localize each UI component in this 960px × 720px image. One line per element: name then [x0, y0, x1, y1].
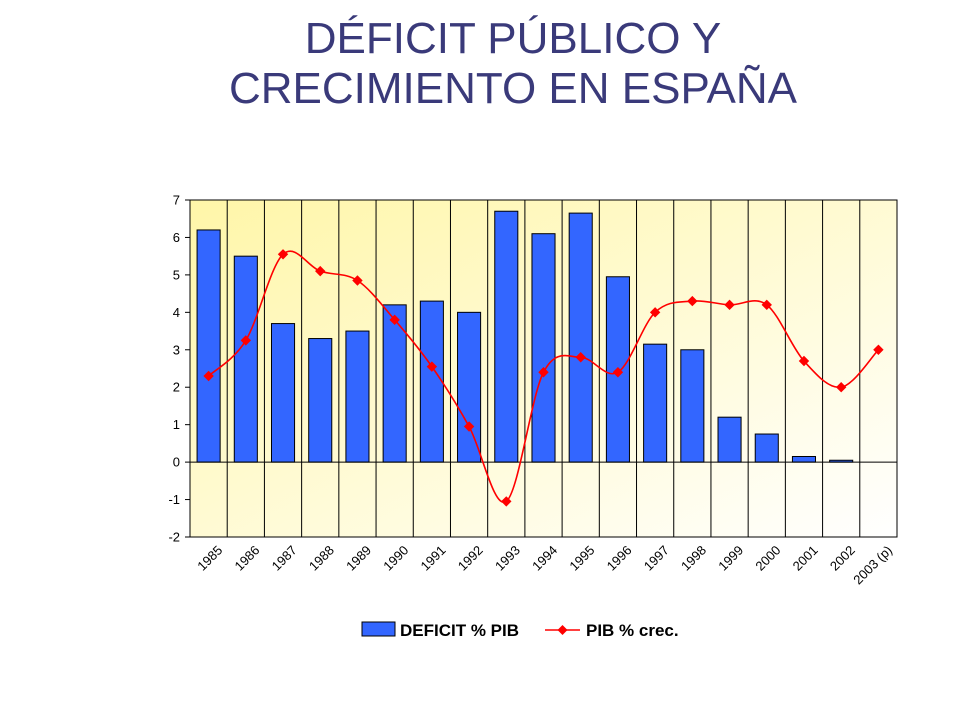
point-2003p	[873, 344, 884, 355]
x-tick-label: 2003 (p)	[850, 543, 895, 588]
bar-2001	[791, 455, 817, 463]
y-tick-label: 5	[173, 267, 180, 282]
bar-1997	[643, 343, 668, 463]
x-tick-label: 2001	[790, 543, 821, 574]
x-tick-label: 1986	[231, 543, 262, 574]
point-1993	[501, 496, 512, 507]
bar-1989	[345, 330, 370, 463]
bar-1986	[233, 255, 258, 463]
point-1999	[724, 299, 735, 311]
bar-1991	[419, 300, 444, 463]
x-tick-label: 1994	[529, 543, 560, 574]
x-tick-label: 1985	[194, 543, 225, 574]
point-1998	[687, 295, 698, 307]
bar-1993	[494, 210, 519, 463]
bar-1988	[308, 338, 333, 463]
x-tick-label: 1990	[380, 543, 411, 574]
x-tick-label: 1991	[418, 543, 449, 574]
point-1987	[277, 249, 289, 260]
bar-1998	[680, 349, 705, 463]
y-tick-label: 4	[173, 305, 180, 320]
x-tick-label: 2002	[827, 543, 858, 574]
y-tick-label: 2	[173, 380, 180, 395]
title-line-1: DÉFICIT PÚBLICO Y	[304, 14, 722, 63]
point-2001	[798, 355, 810, 367]
point-1988	[315, 265, 326, 277]
point-1997	[649, 307, 661, 318]
slide-title: DÉFICIT PÚBLICO Y CRECIMIENTO EN ESPAÑA	[0, 14, 960, 114]
y-tick-label: -2	[168, 530, 180, 545]
point-1990	[389, 314, 400, 326]
y-tick-label: 0	[173, 455, 180, 470]
x-tick-label: 1989	[343, 543, 374, 574]
bar-1994	[531, 233, 556, 463]
point-1989	[352, 275, 363, 286]
x-tick-label: 1996	[604, 543, 635, 574]
x-tick-label: 1995	[566, 543, 597, 574]
y-tick-label: 7	[173, 193, 180, 208]
x-tick-label: 2000	[752, 543, 783, 574]
point-1992	[463, 421, 475, 432]
x-tick-label: 1987	[269, 543, 300, 574]
x-tick-label: 1998	[678, 543, 709, 574]
bar-1995	[568, 212, 593, 463]
bar-1992	[457, 311, 482, 463]
x-tick-label: 1988	[306, 543, 337, 574]
legend-marker-pib	[557, 625, 568, 635]
x-tick-label: 1999	[715, 543, 746, 574]
legend-swatch-deficit	[361, 621, 396, 637]
bar-1999	[717, 416, 742, 463]
point-1996	[612, 367, 624, 378]
point-2000	[761, 299, 772, 311]
bar-1985	[196, 229, 221, 463]
point-1985	[203, 370, 214, 382]
point-1991	[426, 361, 438, 372]
title-line-2: CRECIMIENTO EN ESPAÑA	[228, 64, 798, 113]
legend-label-deficit: DEFICIT % PIB	[400, 621, 519, 640]
plot-border	[189, 199, 898, 538]
y-tick-label: 1	[173, 417, 180, 432]
y-tick-label: 6	[173, 230, 180, 245]
point-1994	[538, 367, 549, 378]
y-tick-label: 3	[173, 342, 180, 357]
y-tick-label: -1	[168, 492, 180, 507]
x-tick-label: 1992	[455, 543, 486, 574]
point-1986	[240, 335, 252, 346]
bar-2000	[754, 433, 779, 463]
point-2002	[835, 382, 847, 393]
x-tick-label: 1997	[641, 543, 672, 574]
bar-1987	[270, 323, 296, 463]
legend-label-pib: PIB % crec.	[586, 621, 679, 640]
x-tick-label: 1993	[492, 543, 523, 574]
point-1995	[575, 352, 586, 363]
